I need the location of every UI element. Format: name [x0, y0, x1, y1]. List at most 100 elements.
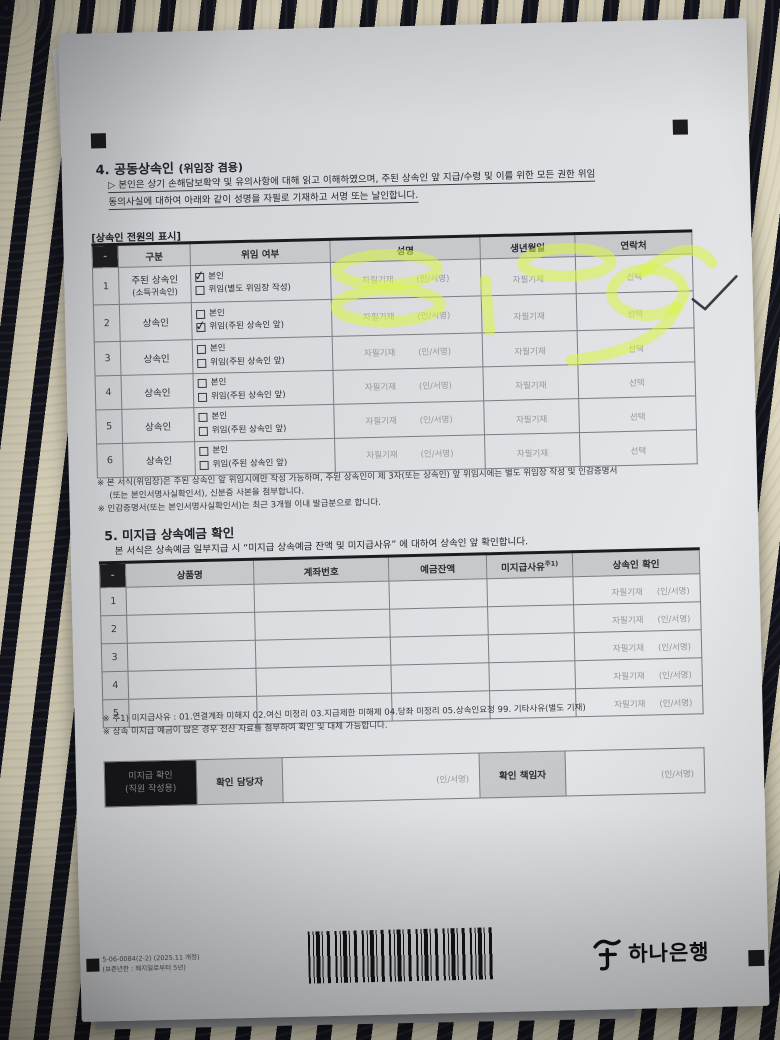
name-placeholder: 자필기재 — [363, 347, 396, 359]
row-number: 1 — [92, 267, 120, 305]
heir-category: 상속인 — [119, 302, 193, 342]
checkbox-self — [199, 447, 209, 457]
option-delegate: 위임(별도 위임장 작성) — [195, 281, 326, 297]
reason-cell — [488, 660, 576, 691]
name-placeholder: 자필기재 — [362, 275, 394, 287]
registration-mark-top-right — [672, 119, 688, 135]
heir-category: 상속인 — [121, 373, 194, 410]
reason-cell — [487, 604, 575, 635]
option-self-label: 본인 — [209, 343, 226, 355]
row-number: 2 — [100, 615, 128, 644]
name-placeholder: 자필기재 — [363, 312, 395, 324]
birth-cell: 자필기재 — [482, 364, 579, 401]
delegation-options: 본인 위임(주된 상속인 앞) — [192, 336, 333, 374]
option-self-label: 본인 — [212, 445, 229, 457]
birth-placeholder: 자필기재 — [516, 448, 549, 460]
seal-placeholder: (인/서명) — [418, 380, 453, 392]
seal-placeholder: (인/서명) — [420, 448, 454, 460]
category-sublabel: (소득귀속인) — [132, 287, 179, 299]
reason-cell — [486, 576, 574, 607]
confirm-cell: 자필기재 (인/서명) — [574, 629, 702, 661]
seal-placeholder: (인/서명) — [418, 346, 452, 358]
row-number: 1 — [100, 587, 127, 616]
seal-placeholder: (인/서명) — [658, 670, 692, 682]
heir-category: 상속인 — [120, 339, 193, 376]
seal-placeholder: (인/서명) — [657, 614, 691, 626]
seal-placeholder: (인/서명) — [436, 774, 470, 786]
seal-placeholder: (인/서명) — [656, 586, 690, 598]
name-cell: 자필기재 (인/서명) — [334, 434, 486, 473]
checkbox-self — [197, 379, 207, 389]
product-cell — [127, 668, 257, 700]
birth-cell: 자필기재 — [482, 330, 578, 367]
checkbox-delegate — [199, 460, 209, 470]
name-cell: 자필기재 (인/서명) — [331, 295, 483, 337]
delegation-options: 본인 위임(주된 상속인 앞) — [191, 299, 333, 340]
option-self-label: 본인 — [210, 377, 227, 389]
option-delegate-label: 위임(별도 위임장 작성) — [208, 282, 292, 295]
name-cell: 자필기재 (인/서명) — [332, 366, 484, 405]
contact-cell: 선택 — [579, 429, 698, 467]
hana-bank-logo: 하나은행 — [592, 933, 710, 972]
checkbox-delegate — [198, 426, 208, 436]
delegation-options: 본인 위임(주된 상속인 앞) — [192, 370, 334, 408]
account-cell — [254, 609, 391, 641]
delegation-options: 본인 위임(주된 상속인 앞) — [193, 404, 335, 442]
checkbox-self — [195, 272, 205, 282]
delegation-options: 본인 위임(별도 위임장 작성) — [190, 262, 332, 303]
confirm-cell: 자필기재 (인/서명) — [572, 573, 701, 605]
manager-seal-cell: (인/서명) — [282, 753, 481, 803]
confirm-cell: 자필기재 (인/서명) — [574, 657, 703, 689]
option-delegate: 위임(주된 상속인 앞) — [196, 318, 327, 334]
name-placeholder: 자필기재 — [365, 415, 397, 427]
balance-cell — [389, 606, 489, 638]
header-no: - — [91, 244, 119, 269]
delegation-options: 본인 위임(주된 상속인 앞) — [194, 438, 336, 476]
seal-placeholder: (인/서명) — [417, 311, 451, 322]
seal-placeholder: (인/서명) — [660, 768, 695, 780]
contact-placeholder: 선택 — [630, 446, 647, 457]
option-self-label: 본인 — [208, 308, 225, 319]
option-delegate-label: 위임(주된 상속인 앞) — [211, 423, 287, 436]
confirm-placeholder: 자필기재 — [612, 643, 645, 655]
header-reason: 미지급사유주1) — [486, 551, 573, 579]
account-cell — [255, 665, 392, 697]
option-delegate-label: 위임(주된 상속인 앞) — [210, 355, 285, 368]
registration-mark-bottom-left — [86, 958, 100, 972]
birth-cell: 자필기재 — [481, 293, 578, 333]
header-delegation: 위임 여부 — [189, 239, 331, 266]
birth-placeholder: 자필기재 — [515, 380, 547, 392]
supervisor-label: 확인 책임자 — [479, 751, 567, 799]
option-delegate: 위임(주된 상속인 앞) — [199, 455, 330, 471]
product-cell — [126, 584, 255, 616]
row-number: 5 — [95, 409, 123, 444]
barcode — [307, 927, 495, 984]
row-number: 4 — [101, 671, 129, 700]
balance-cell — [390, 662, 490, 694]
staff-row: 미지급 확인 (직원 작성용) 확인 담당자 (인/서명) 확인 책임자 (인/… — [104, 747, 706, 807]
form-number-line2: (보존년한 : 해지일로부터 5년) — [102, 963, 186, 974]
balance-cell — [390, 634, 489, 666]
checkbox-delegate — [197, 358, 207, 368]
checkbox-delegate — [195, 285, 205, 296]
option-self-label: 본인 — [208, 271, 224, 282]
registration-mark-bottom-right — [748, 949, 765, 967]
staff-confirmation-box: 미지급 확인 (직원 작성용) 확인 담당자 (인/서명) 확인 책임자 (인/… — [103, 747, 706, 808]
pen-checkmark — [691, 275, 738, 311]
contact-cell: 선택 — [576, 290, 695, 331]
option-delegate-label: 위임(주된 상속인 앞) — [212, 457, 288, 470]
reason-cell — [488, 632, 575, 663]
section4-intro-line2: 동의사실에 대하여 아래와 같이 성명을 자필로 기재하고 서명 또는 날인합니… — [108, 189, 419, 210]
row-number: 6 — [96, 443, 124, 478]
bank-name: 하나은행 — [628, 940, 710, 967]
balance-cell — [388, 578, 488, 610]
form-content: 4. 공동상속인 (위임장 겸용) ▷ 본인은 상기 손해담보확약 및 유의사항… — [58, 18, 769, 1022]
name-cell: 자필기재 (인/서명) — [332, 332, 483, 371]
product-cell — [126, 612, 256, 644]
option-delegate-label: 위임(주된 상속인 앞) — [209, 320, 285, 332]
header-balance: 예금잔액 — [388, 553, 487, 582]
row-number: 2 — [93, 304, 121, 342]
option-self-label: 본인 — [211, 411, 228, 423]
confirm-placeholder: 자필기재 — [613, 671, 645, 683]
checkbox-self — [196, 345, 207, 355]
